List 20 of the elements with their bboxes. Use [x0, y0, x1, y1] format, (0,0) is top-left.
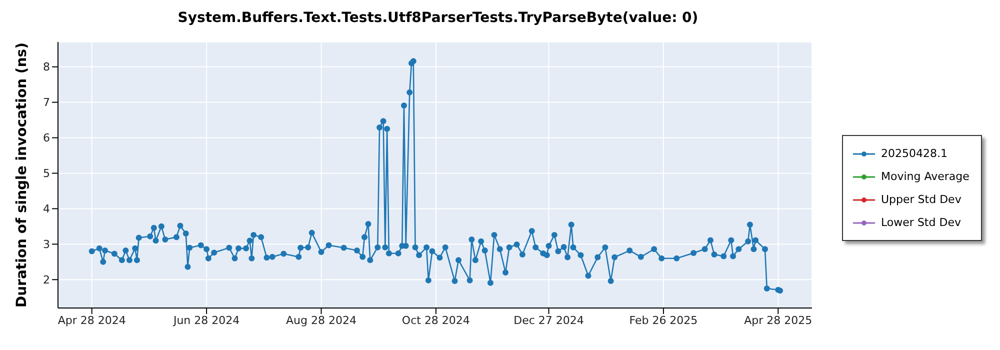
chart-title: System.Buffers.Text.Tests.Utf8ParserTests.TryParseByte(value: 0)	[176, 10, 700, 26]
y-tick-label: 4	[43, 202, 50, 216]
x-tick-label: Aug 28 2024	[286, 314, 356, 327]
legend-label: 20250428.1	[881, 147, 948, 160]
x-tick-label: Feb 26 2025	[629, 314, 698, 327]
legend-label: Moving Average	[881, 170, 970, 183]
x-tick-label: Dec 27 2024	[514, 314, 584, 327]
x-tick-label: Apr 28 2025	[744, 314, 812, 327]
y-tick-label: 5	[43, 167, 50, 180]
y-tick-label: 6	[43, 132, 50, 145]
legend-label: Lower Std Dev	[881, 216, 961, 229]
x-tick-label: Jun 28 2024	[172, 314, 240, 327]
x-tick-label: Oct 28 2024	[402, 314, 470, 327]
y-tick-label: 8	[43, 60, 50, 74]
x-tick-label: Apr 28 2024	[58, 314, 126, 327]
y-tick-label: 2	[43, 274, 50, 287]
y-tick-label: 3	[43, 238, 50, 252]
y-axis-title: Duration of single invocation (ns)	[14, 42, 30, 308]
legend-label: Upper Std Dev	[881, 193, 962, 206]
y-tick-label: 7	[43, 96, 50, 110]
